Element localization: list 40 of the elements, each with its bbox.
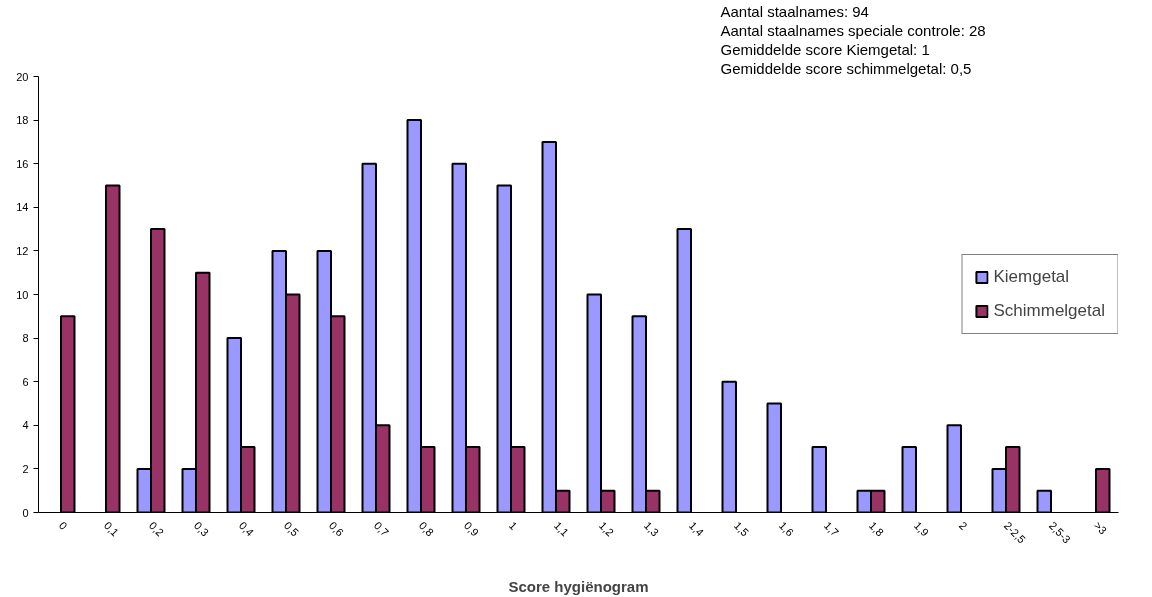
x-tick-label: 0,8	[416, 519, 437, 539]
x-tick-label: 0,5	[281, 519, 302, 539]
x-tick-label: 1,3	[641, 519, 662, 539]
y-tick-label: 0	[22, 506, 29, 519]
x-tick-label: 1,9	[911, 519, 932, 539]
text: Aantal staalnames speciale controle: 28	[720, 21, 986, 39]
text: Aantal staalnames: 94	[720, 2, 869, 20]
x-tick-label: 0,4	[236, 519, 257, 539]
y-tick-label: 4	[22, 419, 29, 432]
y-tick-label: 20	[16, 70, 29, 83]
x-tick-label: 0,7	[371, 519, 392, 539]
x-tick-label: 1,1	[551, 519, 572, 539]
x-tick-label: 1	[506, 519, 520, 533]
x-tick-label: 1,5	[731, 519, 752, 539]
y-tick-label: 6	[22, 375, 29, 388]
y-tick-label: 16	[16, 157, 29, 170]
y-tick-label: 10	[16, 288, 29, 301]
legend-label: Kiemgetal	[993, 267, 1070, 287]
y-tick-label: 2	[22, 462, 29, 475]
y-tick-label: 12	[16, 244, 29, 257]
x-axis-title: Score hygiënogram	[508, 577, 649, 595]
y-tick-label: 18	[16, 114, 29, 127]
x-tick-label: 0,1	[101, 519, 122, 539]
x-tick-label: 0	[56, 519, 70, 533]
legend-label: Schimmelgetal	[993, 301, 1105, 321]
x-tick-label: 1,4	[686, 519, 707, 539]
x-tick-label: 0,3	[191, 519, 212, 539]
x-tick-label: 0,9	[461, 519, 482, 539]
x-tick-label: 0,2	[146, 519, 167, 539]
x-tick-label: 2	[956, 519, 970, 533]
y-tick-label: 8	[22, 332, 29, 345]
x-tick-label: 1,2	[596, 519, 617, 539]
x-tick-label: 1,8	[866, 519, 887, 539]
x-tick-label: 0,6	[326, 519, 347, 539]
x-tick-label: >3	[1091, 519, 1110, 537]
x-tick-label: 1,6	[776, 519, 797, 539]
x-tick-label: 1,7	[821, 519, 842, 539]
text: Gemiddelde score schimmelgetal: 0,5	[720, 59, 972, 77]
text: Gemiddelde score Kiemgetal: 1	[720, 40, 930, 58]
y-tick-label: 14	[16, 201, 29, 214]
